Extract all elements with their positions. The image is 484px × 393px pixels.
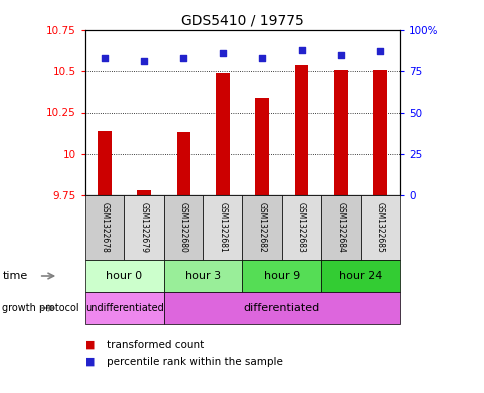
Text: GSM1322683: GSM1322683 [296,202,305,253]
Bar [320,260,399,292]
Text: ■: ■ [85,357,95,367]
Bar [85,260,164,292]
Point [179,55,187,61]
Bar [242,260,320,292]
Text: GSM1322682: GSM1322682 [257,202,266,253]
Point [336,51,344,58]
Text: GSM1322685: GSM1322685 [375,202,384,253]
Text: hour 24: hour 24 [338,271,381,281]
Text: GSM1322679: GSM1322679 [139,202,148,253]
Point [140,58,148,64]
Bar [98,130,111,195]
Bar [373,70,386,195]
Point [101,55,108,61]
Text: hour 9: hour 9 [263,271,300,281]
Bar [164,260,242,292]
Bar [360,195,399,260]
Bar [85,195,124,260]
Point [258,55,266,61]
Bar [85,292,164,324]
Text: undifferentiated: undifferentiated [85,303,164,313]
Bar [333,70,347,195]
Text: ■: ■ [85,340,95,350]
Text: hour 0: hour 0 [106,271,142,281]
Point [376,48,383,55]
Bar [294,65,308,195]
Bar [137,190,151,195]
Bar [281,195,320,260]
Text: GSM1322680: GSM1322680 [179,202,187,253]
Text: GSM1322684: GSM1322684 [336,202,345,253]
Text: GSM1322681: GSM1322681 [218,202,227,253]
Text: hour 3: hour 3 [185,271,221,281]
Point [297,47,305,53]
Bar [215,73,229,195]
Text: differentiated: differentiated [243,303,319,313]
Text: GSM1322678: GSM1322678 [100,202,109,253]
Text: growth protocol: growth protocol [2,303,79,313]
Bar [176,132,190,195]
Point [218,50,226,56]
Bar [255,97,269,195]
Text: time: time [2,271,28,281]
Bar [320,195,360,260]
Bar [242,195,281,260]
Text: transformed count: transformed count [106,340,204,350]
Bar [203,195,242,260]
Bar [164,292,399,324]
Bar [124,195,164,260]
Text: percentile rank within the sample: percentile rank within the sample [106,357,282,367]
Bar [164,195,203,260]
Title: GDS5410 / 19775: GDS5410 / 19775 [181,13,303,28]
